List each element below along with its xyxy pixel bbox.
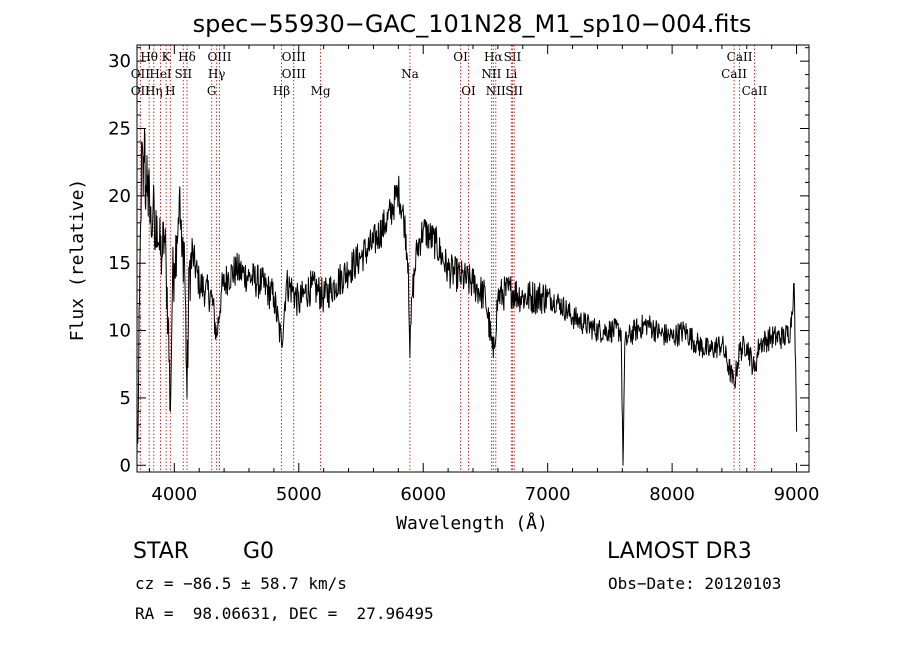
spectral-line-label: NII: [486, 84, 506, 98]
spectral-line-label: Hγ: [208, 67, 226, 81]
spectral-line-label: NII: [481, 67, 501, 81]
spectral-line-label: OII: [131, 84, 151, 98]
flux-series-line: [136, 128, 798, 466]
x-tick-label: 6000: [400, 484, 446, 505]
redshift-cz: cz = −86.5 ± 58.7 km/s: [135, 574, 347, 593]
spectral-line-label: OIII: [207, 50, 231, 64]
spectral-line-label: OIII: [282, 67, 306, 81]
spectral-line-label: OIII: [282, 50, 306, 64]
x-tick-label: 8000: [649, 484, 695, 505]
spectral-line-label: OI: [461, 84, 476, 98]
spectral-line-label: Hα: [484, 50, 503, 64]
spectral-line-label: HeI: [149, 67, 172, 81]
spectral-line-label: Hθ: [140, 50, 158, 64]
y-tick-label: 5: [120, 388, 131, 409]
spectral-line-label: H: [165, 84, 175, 98]
spectral-line-label: Na: [401, 67, 419, 81]
y-axis-label: Flux (relative): [67, 179, 88, 342]
ra-dec-coordinates: RA = 98.06631, DEC = 27.96495: [135, 604, 434, 623]
spectral-line-label: OII: [131, 67, 151, 81]
spectral-line-label: Li: [505, 67, 517, 81]
object-class: STAR: [133, 539, 190, 564]
spectral-line-label: CaII: [721, 67, 747, 81]
plot-frame: [136, 44, 810, 473]
spectral-line-label: CaII: [727, 50, 753, 64]
spectral-line-label: Hη: [145, 84, 163, 98]
x-tick-label: 4000: [151, 484, 197, 505]
object-subclass: G0: [243, 539, 275, 564]
spectral-line-label: Hδ: [178, 50, 196, 64]
spectral-line-label: SII: [505, 84, 523, 98]
chart-title: spec−55930−GAC_101N28_M1_sp10−004.fits: [193, 10, 752, 38]
y-tick-label: 15: [108, 253, 131, 274]
spectral-line-label: SII: [504, 50, 522, 64]
y-tick-label: 30: [108, 51, 131, 72]
x-tick-label: 5000: [276, 484, 322, 505]
y-tick-label: 0: [120, 455, 131, 476]
spectral-line-label: Hβ: [273, 84, 290, 98]
y-tick-label: 20: [108, 186, 131, 207]
x-tick-label: 7000: [525, 484, 571, 505]
spectral-line-label: SII: [174, 67, 192, 81]
x-axis-label: Wavelength (Å): [396, 512, 548, 534]
y-tick-label: 25: [108, 119, 131, 140]
spectral-line-label: K: [162, 50, 172, 64]
survey-name: LAMOST DR3: [607, 539, 752, 564]
spectral-line-label: Mg: [311, 84, 331, 98]
observation-date: Obs−Date: 20120103: [608, 574, 782, 593]
spectral-line-label: OI: [453, 50, 468, 64]
x-tick-label: 9000: [774, 484, 820, 505]
y-tick-label: 10: [108, 321, 131, 342]
spectral-line-label: G: [207, 84, 217, 98]
spectral-line-label: CaII: [742, 84, 768, 98]
